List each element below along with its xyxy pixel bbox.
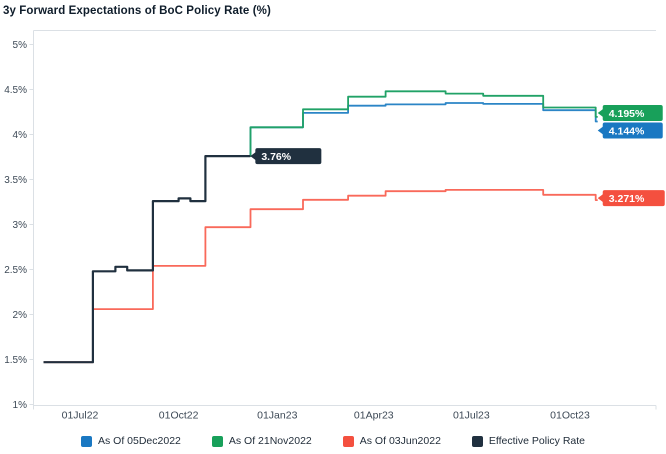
y-tick-label: 1% bbox=[13, 400, 28, 411]
legend-item-label: Effective Policy Rate bbox=[488, 435, 586, 447]
chart-title: 3y Forward Expectations of BoC Policy Ra… bbox=[3, 5, 271, 17]
legend-item-as-of-05dec2022[interactable]: As Of 05Dec2022 bbox=[80, 435, 181, 447]
end-label-text: 4.195% bbox=[609, 108, 645, 120]
series-line-as-of-03jun2022[interactable] bbox=[43, 189, 598, 364]
y-tick-label: 1.5% bbox=[4, 355, 27, 366]
legend-item-as-of-03jun2022[interactable]: As Of 03Jun2022 bbox=[342, 435, 441, 447]
plot-frame bbox=[29, 30, 657, 410]
x-tick-label: 01Oct22 bbox=[159, 410, 199, 422]
x-tick-label: 01Apr23 bbox=[354, 410, 394, 422]
legend-item-effective-policy-rate[interactable]: Effective Policy Rate bbox=[471, 435, 586, 447]
x-tick-label: 01Jan23 bbox=[257, 410, 297, 422]
end-label-text: 4.144% bbox=[609, 125, 645, 137]
end-label-text: 3.76% bbox=[261, 151, 291, 163]
legend-swatch-navy bbox=[471, 435, 483, 447]
end-label-as-of-03jun2022: 3.271% bbox=[597, 190, 665, 207]
end-label-effective-policy-rate: 3.76% bbox=[250, 148, 322, 165]
y-tick-label: 4.5% bbox=[4, 85, 27, 96]
y-tick-label: 3.5% bbox=[4, 175, 27, 186]
legend-swatch-green bbox=[211, 435, 223, 447]
y-tick-label: 2% bbox=[13, 310, 28, 321]
series-line-as-of-21nov2022[interactable] bbox=[233, 90, 598, 157]
x-tick-label: 01Jul23 bbox=[453, 410, 490, 422]
legend-item-label: As Of 21Nov2022 bbox=[228, 435, 312, 447]
legend-item-as-of-21nov2022[interactable]: As Of 21Nov2022 bbox=[211, 435, 312, 447]
x-tick-label: 01Jul22 bbox=[62, 410, 99, 422]
y-tick-label: 4% bbox=[13, 130, 28, 141]
y-tick-label: 5% bbox=[13, 40, 28, 51]
x-tick-label: 01Oct23 bbox=[550, 410, 590, 422]
y-tick-label: 2.5% bbox=[4, 265, 27, 276]
plot-area: 1% 1.5% 2% 2.5% 3% 3.5% 4% 4.5% 5% 01Jul22 01Oct22… bbox=[4, 30, 665, 422]
end-label-text: 3.271% bbox=[609, 193, 645, 205]
end-label-as-of-21nov2022: 4.195% bbox=[597, 104, 663, 121]
legend-item-label: As Of 03Jun2022 bbox=[359, 435, 441, 447]
legend-swatch-red bbox=[342, 435, 354, 447]
legend-swatch-blue bbox=[80, 435, 92, 447]
end-label-as-of-05dec2022: 4.144% bbox=[597, 122, 663, 139]
legend: As Of 05Dec2022 As Of 21Nov2022 As Of 03… bbox=[0, 430, 666, 452]
series-line-effective-policy-rate[interactable] bbox=[43, 155, 251, 364]
y-tick-label: 3% bbox=[13, 220, 28, 231]
legend-item-label: As Of 05Dec2022 bbox=[97, 435, 181, 447]
